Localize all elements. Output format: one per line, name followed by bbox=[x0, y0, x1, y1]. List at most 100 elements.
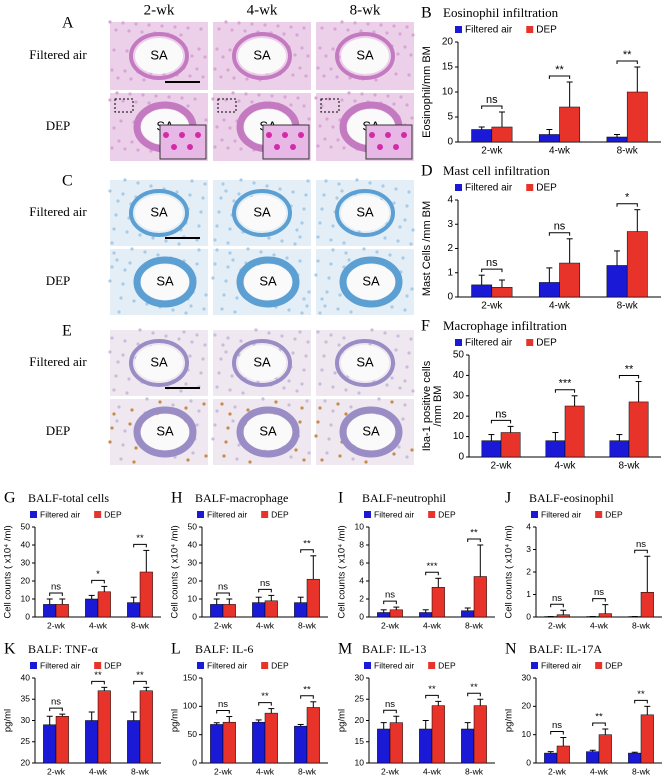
airway-wall bbox=[232, 189, 292, 237]
significance-label: ns bbox=[552, 593, 562, 604]
significance-label: ** bbox=[470, 528, 478, 539]
lumen-label: SA bbox=[253, 47, 271, 62]
tissue-speck bbox=[213, 333, 217, 337]
y-axis-label: pg/ml bbox=[337, 709, 348, 732]
significance-label: ns bbox=[218, 699, 228, 710]
bar bbox=[139, 571, 153, 618]
y-tick-label: 20 bbox=[21, 757, 31, 767]
significance-bracket bbox=[49, 707, 63, 712]
tissue-speck bbox=[129, 77, 133, 81]
tissue-speck bbox=[342, 336, 346, 340]
tissue-speck bbox=[199, 27, 203, 31]
y-tick-label: 0 bbox=[25, 611, 30, 621]
panel-letter: C bbox=[62, 173, 73, 190]
y-tick-label: 40 bbox=[21, 672, 31, 682]
row-label: Filtered air bbox=[29, 354, 87, 369]
x-tick-label: 8-wk bbox=[465, 620, 484, 630]
significance-label: * bbox=[96, 569, 100, 580]
tissue-speck bbox=[304, 74, 308, 78]
bar bbox=[461, 610, 475, 618]
x-tick-label: 8-wk bbox=[617, 146, 639, 157]
significance-bracket bbox=[550, 603, 564, 608]
tissue-speck bbox=[291, 351, 295, 355]
y-tick-label: 1 bbox=[447, 267, 453, 278]
tissue-speck bbox=[231, 258, 235, 262]
tissue-speck bbox=[320, 368, 324, 372]
tissue-speck bbox=[173, 25, 177, 29]
tissue-speck bbox=[171, 308, 175, 312]
tissue-speck bbox=[117, 405, 121, 409]
significance-bracket bbox=[383, 600, 397, 605]
eosinophil bbox=[401, 132, 407, 138]
chart-title: BALF-eosinophil bbox=[529, 491, 614, 505]
x-tick-label: 2-wk bbox=[481, 301, 503, 312]
legend-swatch bbox=[30, 662, 37, 669]
tissue-speck bbox=[213, 67, 217, 71]
tissue-speck bbox=[381, 184, 385, 188]
legend-label: Filtered air bbox=[541, 509, 581, 519]
tissue-speck bbox=[201, 357, 205, 361]
tissue-speck bbox=[184, 311, 188, 315]
y-axis-label: Iba-1 positive cells bbox=[421, 360, 433, 451]
tissue-speck bbox=[231, 91, 235, 95]
tissue-speck bbox=[314, 96, 318, 100]
lumen-label: SA bbox=[362, 423, 380, 438]
tissue-speck bbox=[127, 29, 131, 33]
x-tick-label: 4-wk bbox=[423, 620, 442, 630]
tissue-speck bbox=[114, 374, 118, 378]
tissue-speck bbox=[117, 310, 121, 314]
tissue-speck bbox=[138, 328, 142, 332]
tissue-speck bbox=[335, 196, 339, 200]
tissue-speck bbox=[267, 331, 271, 335]
bar bbox=[252, 721, 266, 764]
airway-lumen bbox=[238, 195, 286, 231]
tissue-speck bbox=[331, 125, 335, 129]
bar bbox=[222, 604, 236, 618]
tissue-speck bbox=[177, 337, 181, 341]
tissue-speck bbox=[401, 417, 405, 421]
significance-label: ns bbox=[51, 582, 61, 593]
inset bbox=[262, 124, 310, 160]
tissue-speck bbox=[110, 68, 114, 72]
bar bbox=[431, 705, 445, 764]
x-tick-label: 4-wk bbox=[549, 146, 571, 157]
tissue-speck bbox=[287, 379, 291, 383]
tissue-speck bbox=[405, 455, 409, 459]
legend-swatch bbox=[595, 511, 603, 518]
tissue-speck bbox=[355, 178, 359, 182]
legend-label: Filtered air bbox=[465, 338, 513, 349]
tissue-speck bbox=[239, 178, 243, 182]
bar bbox=[264, 712, 278, 764]
legend-swatch bbox=[197, 662, 204, 669]
tissue-speck bbox=[232, 76, 236, 80]
y-tick-label: 0 bbox=[447, 292, 453, 303]
legend-label: DEP bbox=[605, 509, 623, 519]
tissue-speck bbox=[226, 68, 230, 72]
tissue-speck bbox=[373, 93, 377, 97]
y-tick-label: 10 bbox=[522, 729, 532, 739]
significance-bracket bbox=[425, 694, 439, 699]
chart-title: BALF: IL-13 bbox=[362, 642, 426, 656]
tissue-speck bbox=[336, 402, 340, 406]
legend-label: DEP bbox=[536, 338, 557, 349]
y-tick-label: 5 bbox=[447, 112, 453, 123]
tissue-speck bbox=[190, 340, 194, 344]
tissue-speck bbox=[239, 147, 243, 151]
bar bbox=[628, 401, 649, 458]
tissue-speck bbox=[392, 201, 396, 205]
tissue-speck bbox=[202, 402, 206, 406]
tissue-speck bbox=[248, 460, 252, 464]
tissue-speck bbox=[344, 412, 348, 416]
tissue-speck bbox=[388, 253, 392, 257]
tissue-speck bbox=[323, 304, 327, 308]
tissue-speck bbox=[325, 117, 329, 121]
tissue-speck bbox=[401, 256, 405, 260]
tissue-speck bbox=[340, 20, 344, 24]
tissue-speck bbox=[298, 259, 302, 263]
inset-box bbox=[320, 98, 340, 113]
tissue-speck bbox=[329, 145, 333, 149]
tissue-speck bbox=[188, 354, 192, 358]
tissue-speck bbox=[233, 139, 237, 143]
tissue-speck bbox=[246, 408, 250, 412]
tissue-speck bbox=[237, 99, 241, 103]
